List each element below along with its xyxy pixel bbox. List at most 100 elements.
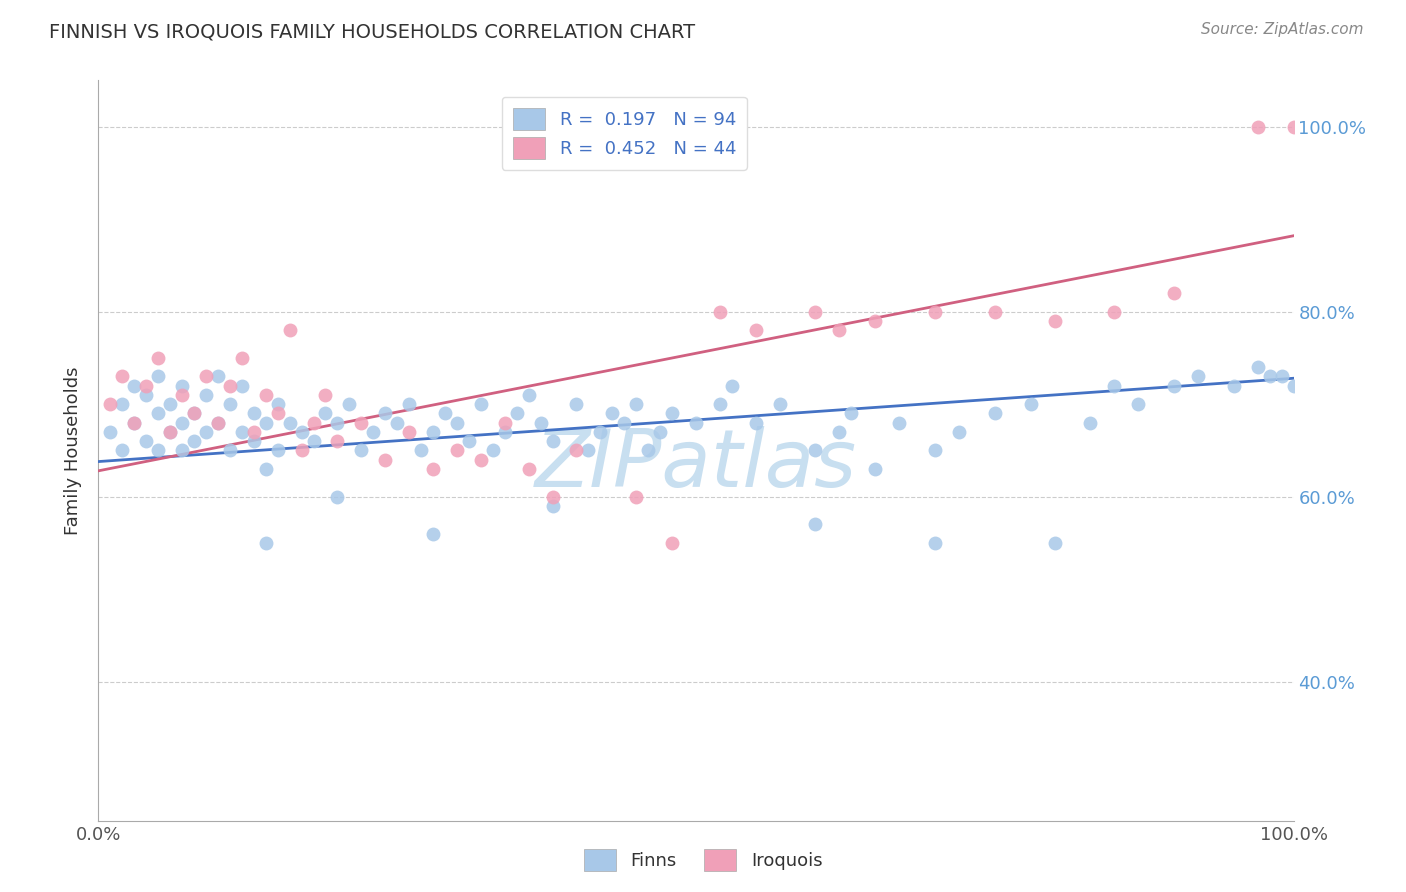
Point [494, 425, 516, 439]
Point [709, 397, 731, 411]
Text: FINNISH VS IROQUOIS FAMILY HOUSEHOLDS CORRELATION CHART: FINNISH VS IROQUOIS FAMILY HOUSEHOLDS CO… [49, 22, 696, 41]
Y-axis label: Family Households: Family Households [65, 367, 83, 534]
Point [172, 416, 194, 430]
Point [135, 434, 157, 449]
Point [231, 378, 253, 392]
Point [267, 443, 290, 458]
Point [302, 416, 325, 430]
Point [506, 407, 529, 421]
Point [326, 434, 349, 449]
Point [458, 434, 481, 449]
Point [865, 462, 887, 476]
Point [565, 443, 588, 458]
Point [219, 443, 242, 458]
Point [148, 443, 170, 458]
Point [768, 397, 790, 411]
Text: Source: ZipAtlas.com: Source: ZipAtlas.com [1201, 22, 1364, 37]
Point [1163, 378, 1185, 392]
Point [172, 443, 194, 458]
Point [1104, 378, 1126, 392]
Point [339, 397, 361, 411]
Point [135, 378, 157, 392]
Point [661, 536, 683, 550]
Point [183, 434, 205, 449]
Point [602, 407, 624, 421]
Point [243, 425, 266, 439]
Point [1247, 360, 1270, 375]
Point [541, 434, 564, 449]
Point [637, 443, 659, 458]
Point [446, 416, 468, 430]
Point [183, 407, 205, 421]
Point [648, 425, 672, 439]
Point [398, 425, 420, 439]
Point [1271, 369, 1294, 384]
Point [98, 425, 122, 439]
Point [207, 416, 229, 430]
Point [889, 416, 911, 430]
Point [565, 397, 588, 411]
Point [278, 323, 301, 337]
Point [530, 416, 553, 430]
Point [315, 388, 337, 402]
Point [1104, 304, 1126, 318]
Point [254, 416, 277, 430]
Point [267, 407, 290, 421]
Legend: R =  0.197   N = 94, R =  0.452   N = 44: R = 0.197 N = 94, R = 0.452 N = 44 [502, 96, 747, 169]
Point [1080, 416, 1102, 430]
Point [804, 304, 827, 318]
Point [1282, 378, 1305, 392]
Point [326, 416, 349, 430]
Point [578, 443, 600, 458]
Point [1187, 369, 1209, 384]
Point [148, 369, 170, 384]
Point [291, 443, 314, 458]
Point [1043, 536, 1066, 550]
Point [148, 407, 170, 421]
Point [148, 351, 170, 365]
Point [1223, 378, 1246, 392]
Point [422, 462, 444, 476]
Point [231, 351, 253, 365]
Point [865, 314, 887, 328]
Point [1247, 120, 1270, 134]
Point [243, 407, 266, 421]
Point [1019, 397, 1042, 411]
Point [745, 323, 768, 337]
Point [948, 425, 970, 439]
Point [243, 434, 266, 449]
Point [841, 407, 863, 421]
Point [302, 434, 325, 449]
Point [626, 397, 648, 411]
Point [291, 425, 314, 439]
Point [828, 425, 851, 439]
Point [363, 425, 385, 439]
Point [446, 443, 468, 458]
Point [422, 425, 444, 439]
Point [685, 416, 707, 430]
Point [745, 416, 768, 430]
Point [278, 416, 301, 430]
Point [207, 369, 229, 384]
Point [172, 378, 194, 392]
Point [541, 499, 564, 513]
Point [254, 536, 277, 550]
Point [159, 397, 181, 411]
Point [613, 416, 636, 430]
Point [98, 397, 122, 411]
Point [326, 490, 349, 504]
Point [494, 416, 516, 430]
Point [195, 425, 218, 439]
Point [183, 407, 205, 421]
Point [517, 388, 540, 402]
Point [267, 397, 290, 411]
Point [1128, 397, 1150, 411]
Point [159, 425, 181, 439]
Point [828, 323, 851, 337]
Point [470, 397, 492, 411]
Point [111, 397, 134, 411]
Point [924, 536, 946, 550]
Point [481, 443, 505, 458]
Point [434, 407, 457, 421]
Point [124, 416, 146, 430]
